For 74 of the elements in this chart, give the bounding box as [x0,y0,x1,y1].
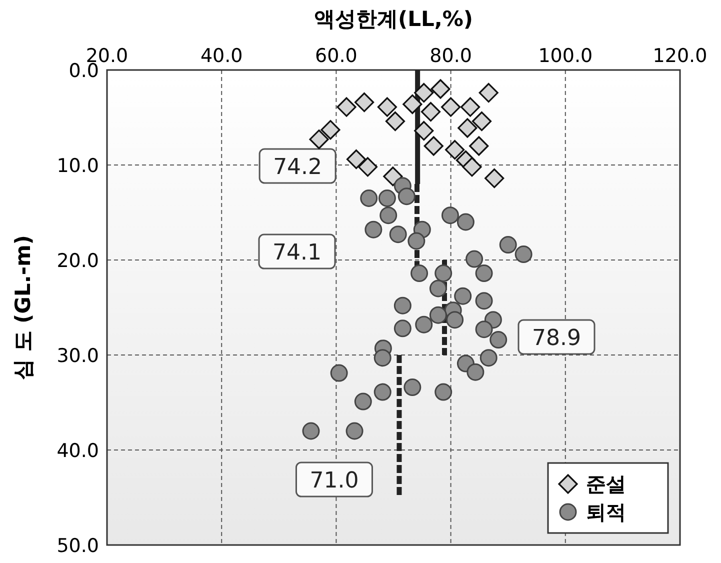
legend-label: 준설 [586,472,626,496]
point [360,190,378,207]
point [429,306,447,324]
point [383,166,403,186]
point [404,378,422,396]
point [480,349,498,367]
point [446,311,464,329]
y-tick-label: 50.0 [56,535,99,557]
point [469,136,489,156]
point [378,190,396,207]
series-label: 71.0 [310,468,359,494]
x-tick-label: 80.0 [430,45,472,67]
x-tick-label: 40.0 [200,45,243,67]
point [414,83,434,103]
point [354,392,372,410]
point [377,97,397,117]
x-tick-label: 60.0 [315,45,358,67]
point [389,226,407,244]
point [394,320,412,338]
y-axis-title: 심 도 (GL.-m) [11,234,35,380]
point [475,292,493,310]
point [441,206,459,224]
point [434,264,452,282]
point [394,296,412,314]
point [354,92,374,112]
point [374,383,392,401]
point [420,102,441,122]
point [302,422,320,440]
y-tick-label: 10.0 [56,155,99,177]
point [460,97,480,117]
point [429,280,447,298]
point [414,121,434,141]
point [475,320,493,338]
point [441,97,461,117]
point [336,97,356,117]
point [398,188,416,206]
point [346,422,364,440]
point [415,316,433,334]
legend-label: 퇴적 [586,500,626,524]
point [472,112,492,132]
point [380,206,398,224]
y-tick-label: 40.0 [56,440,99,462]
point [424,136,444,156]
point [458,118,478,138]
point [320,120,340,140]
point [430,79,450,99]
point [330,364,348,382]
point [454,287,472,305]
point [364,220,382,238]
point [445,140,465,160]
x-axis-title: 액성한계(LL,%) [314,7,473,31]
y-tick-label: 20.0 [56,250,99,272]
point [410,264,428,282]
point [499,236,517,254]
point [478,83,498,103]
point [475,264,493,282]
point [358,157,378,177]
point [309,130,329,150]
point [374,349,392,367]
point [434,383,452,401]
point [385,112,406,132]
x-tick-label: 100.0 [538,45,593,67]
x-tick-label: 120.0 [652,45,708,67]
point [456,213,474,231]
point [462,157,482,177]
point [514,246,532,264]
point [490,331,508,349]
point [484,168,504,188]
point [466,250,484,268]
point [402,94,422,114]
y-tick-label: 30.0 [56,345,99,367]
point [466,363,484,381]
point [408,232,426,250]
point [346,150,366,170]
